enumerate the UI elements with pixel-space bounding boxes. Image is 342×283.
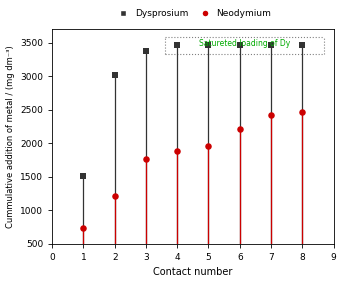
Point <box>237 43 242 48</box>
Point <box>300 110 305 114</box>
Point <box>81 226 86 230</box>
X-axis label: Contact number: Contact number <box>153 267 233 277</box>
Point <box>300 43 305 48</box>
Point <box>143 157 149 162</box>
Text: Satureted loading of Dy: Satureted loading of Dy <box>199 39 290 48</box>
Point <box>206 144 211 148</box>
Point <box>174 43 180 48</box>
Point <box>237 127 242 132</box>
Point <box>268 113 274 117</box>
Y-axis label: Cummulative addition of metal / (mg dm⁻³): Cummulative addition of metal / (mg dm⁻³… <box>5 45 15 228</box>
Point <box>81 174 86 178</box>
Point <box>143 49 149 53</box>
Point <box>112 194 117 199</box>
Point <box>268 43 274 48</box>
Point <box>206 43 211 48</box>
Point <box>174 148 180 153</box>
Point <box>112 73 117 77</box>
Legend: Dysprosium, Neodymium: Dysprosium, Neodymium <box>111 6 274 20</box>
